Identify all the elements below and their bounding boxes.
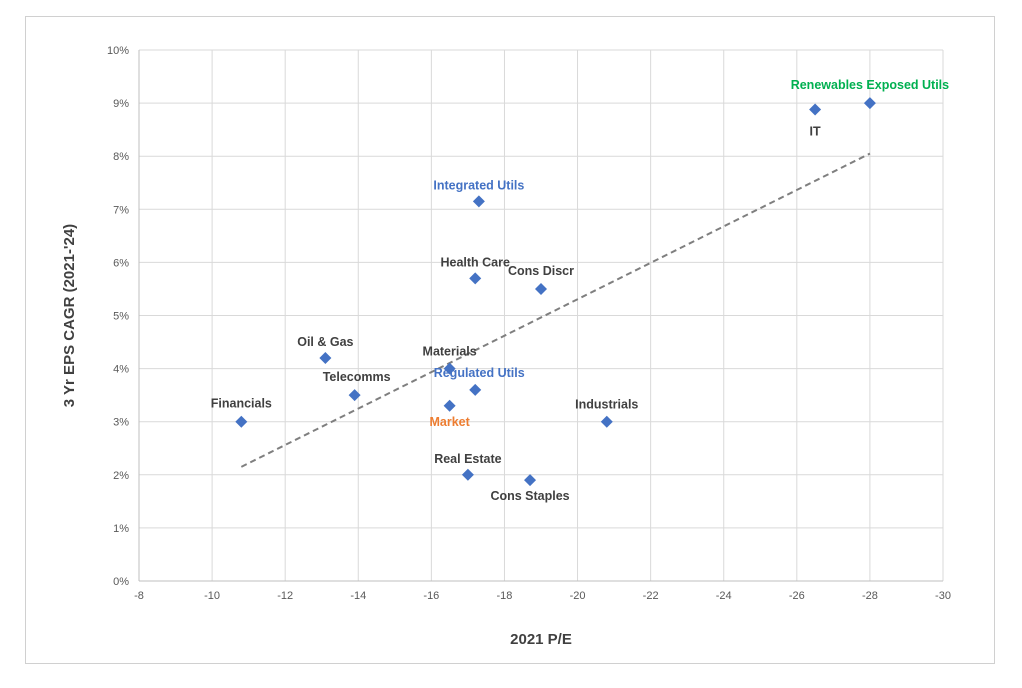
x-tick-label: -10 [204, 590, 220, 602]
x-tick-label: -20 [570, 590, 586, 602]
y-tick-label: 7% [113, 204, 129, 216]
data-label: Health Care [440, 255, 510, 269]
data-label: Materials [423, 345, 477, 359]
data-point [469, 272, 482, 285]
x-tick-label: -30 [935, 590, 951, 602]
x-axis-title: 2021 P/E [510, 631, 572, 648]
data-point [600, 415, 613, 428]
data-point [472, 195, 485, 208]
data-label: Telecomms [323, 370, 391, 384]
trendline-group [240, 152, 871, 468]
data-label: Integrated Utils [433, 178, 524, 192]
y-axis-title: 3 Yr EPS CAGR (2021-'24) [61, 224, 78, 407]
tick-labels: -8 -10 -12 -14 -16 -18 -20 -22 -24 -26 -28 -30 0% 1% 2… [107, 45, 951, 602]
point-labels: Financials Oil & Gas Telecomms Materials Mar… [211, 78, 949, 503]
x-tick-label: -14 [350, 590, 366, 602]
data-label: Financials [211, 397, 272, 411]
data-point [235, 415, 248, 428]
y-tick-label: 2% [113, 470, 129, 482]
x-tick-label: -28 [862, 590, 878, 602]
x-tick-label: -12 [277, 590, 293, 602]
x-tick-label: -16 [423, 590, 439, 602]
data-label: Cons Discr [508, 264, 574, 278]
data-label: Real Estate [434, 452, 501, 466]
data-label: Renewables Exposed Utils [791, 78, 949, 92]
data-point [461, 468, 474, 481]
data-point [863, 97, 876, 110]
x-tick-label: -22 [643, 590, 659, 602]
data-label: Regulated Utils [434, 366, 525, 380]
chart-frame: -8 -10 -12 -14 -16 -18 -20 -22 -24 -26 -28 -30 0% 1% 2… [25, 16, 995, 664]
data-point [443, 399, 456, 412]
trendline [240, 152, 871, 468]
data-point [443, 362, 456, 375]
x-tick-label: -24 [716, 590, 732, 602]
scatter-chart: -8 -10 -12 -14 -16 -18 -20 -22 -24 -26 -28 -30 0% 1% 2… [61, 45, 951, 648]
data-point [469, 383, 482, 396]
y-tick-label: 1% [113, 523, 129, 535]
data-points [235, 97, 876, 487]
gridlines [138, 49, 944, 582]
data-point [809, 103, 822, 116]
data-label: Oil & Gas [297, 335, 353, 349]
data-point [319, 351, 332, 364]
y-tick-label: 3% [113, 417, 129, 429]
data-label: Market [429, 415, 470, 429]
data-point [524, 474, 537, 487]
data-label: IT [810, 124, 821, 138]
y-tick-label: 0% [113, 576, 129, 588]
data-point [348, 389, 361, 402]
y-tick-label: 5% [113, 311, 129, 323]
data-point [535, 282, 547, 295]
x-tick-label: -18 [497, 590, 513, 602]
y-tick-label: 6% [113, 257, 129, 269]
y-tick-label: 9% [113, 98, 129, 110]
data-label: Cons Staples [490, 489, 569, 503]
x-tick-label: -8 [134, 590, 144, 602]
y-tick-label: 10% [107, 45, 129, 57]
data-label: Industrials [575, 398, 638, 412]
x-tick-label: -26 [789, 590, 805, 602]
y-tick-label: 8% [113, 151, 129, 163]
y-tick-label: 4% [113, 364, 129, 376]
